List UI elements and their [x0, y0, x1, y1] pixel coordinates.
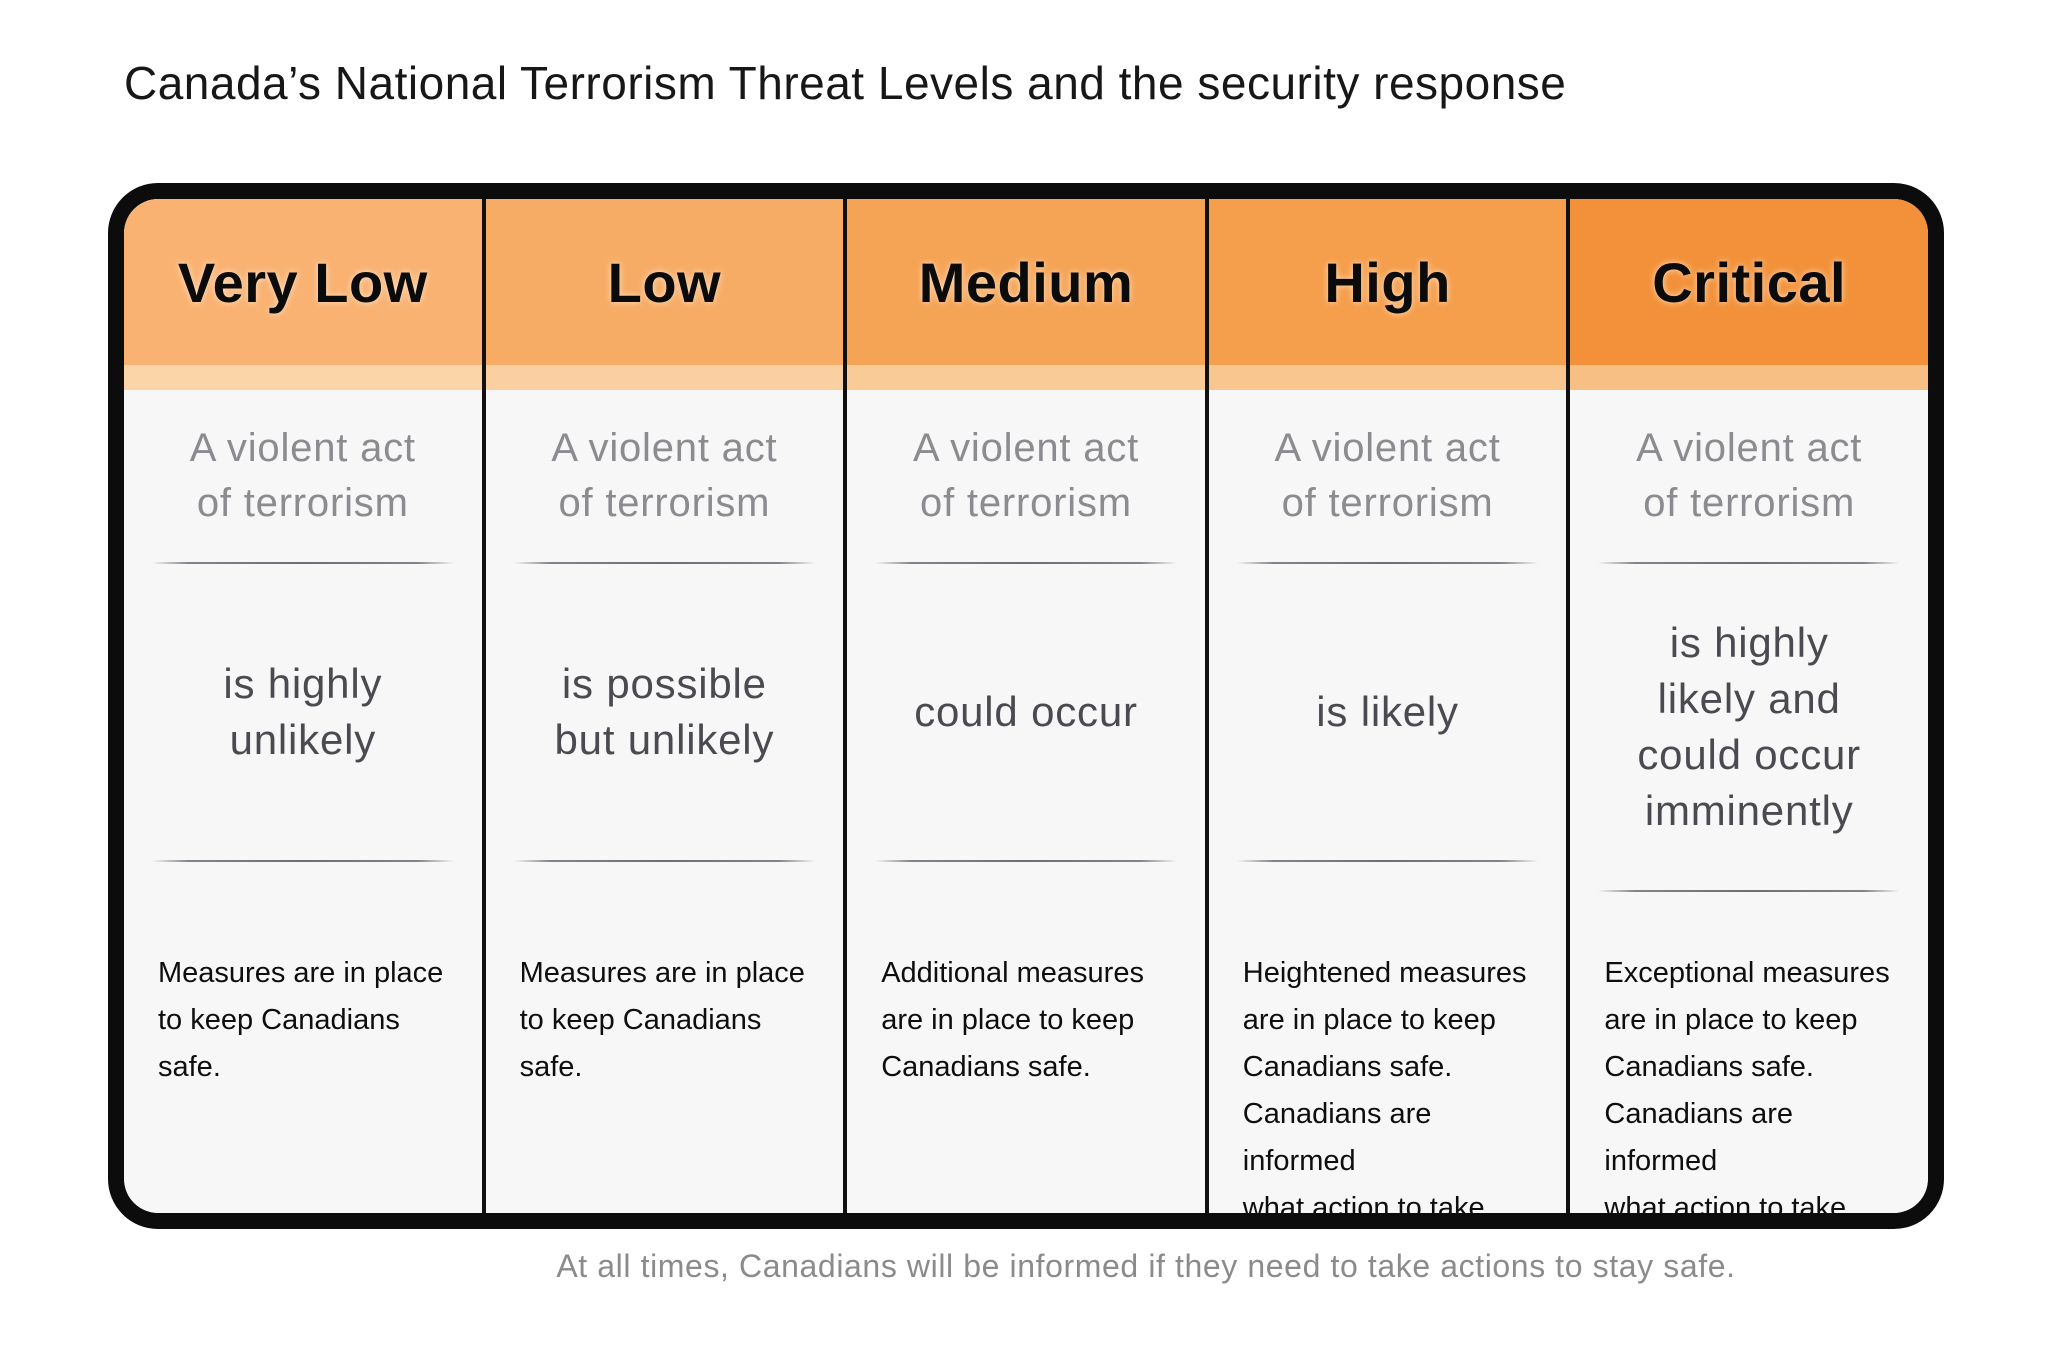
column-header: Very Low [124, 199, 482, 365]
subject-text: A violent act of terrorism [551, 426, 778, 525]
header-accent-strip [485, 365, 844, 390]
section-divider [152, 562, 454, 564]
section-divider [152, 860, 454, 862]
threat-column-high: High A violent act of terrorism is likel… [1204, 199, 1567, 1213]
response-text: Measures are in place to keep Canadians … [519, 957, 805, 1083]
footer-note: At all times, Canadians will be informed… [556, 1248, 1736, 1284]
likelihood-text: is possible but unlikely [554, 660, 775, 763]
threat-column-medium: Medium A violent act of terrorism could … [843, 199, 1205, 1213]
section-divider [1236, 562, 1539, 564]
response-text: Measures are in place to keep Canadians … [158, 957, 444, 1083]
likelihood-text: is highly likely and could occur imminen… [1637, 619, 1861, 834]
threat-levels-table-inner: Very Low A violent act of terrorism is h… [124, 199, 1928, 1213]
section-divider [875, 562, 1177, 564]
threat-level-label: Medium [918, 250, 1134, 314]
section-divider [1236, 860, 1539, 862]
likelihood-text: is highly unlikely [223, 660, 383, 763]
threat-column-low: Low A violent act of terrorism is possib… [481, 199, 844, 1213]
subject-text: A violent act of terrorism [912, 426, 1140, 525]
section-divider [875, 860, 1177, 862]
subject-text: A violent act of terrorism [189, 426, 416, 525]
header-accent-strip [1570, 365, 1928, 390]
section-divider [1598, 562, 1900, 564]
header-accent-strip [847, 365, 1205, 390]
threat-level-label: Very Low [177, 250, 428, 314]
threat-column-very-low: Very Low A violent act of terrorism is h… [124, 199, 482, 1213]
response-text: Additional measures are in place to keep… [881, 957, 1144, 1083]
threat-levels-table: Very Low A violent act of terrorism is h… [108, 183, 1944, 1229]
threat-column-critical: Critical A violent act of terrorism is h… [1566, 199, 1928, 1213]
page-title: Canada’s National Terrorism Threat Level… [124, 57, 1567, 109]
likelihood-text: is likely [1316, 688, 1459, 735]
column-header: Low [485, 199, 844, 365]
response-text: Heightened measures are in place to keep… [1242, 957, 1527, 1213]
response-text: Exceptional measures are in place to kee… [1604, 957, 1890, 1213]
threat-level-label: High [1324, 250, 1451, 314]
column-header: Critical [1570, 199, 1928, 365]
column-header: High [1208, 199, 1567, 365]
header-accent-strip [1208, 365, 1567, 390]
threat-level-label: Critical [1652, 250, 1847, 314]
section-divider [1598, 890, 1900, 892]
likelihood-text: could occur [914, 688, 1138, 735]
header-accent-strip [124, 365, 482, 390]
column-header: Medium [847, 199, 1205, 365]
subject-text: A violent act of terrorism [1274, 426, 1501, 525]
section-divider [513, 860, 816, 862]
subject-text: A violent act of terrorism [1636, 426, 1863, 525]
threat-level-label: Low [607, 250, 722, 314]
section-divider [513, 562, 816, 564]
